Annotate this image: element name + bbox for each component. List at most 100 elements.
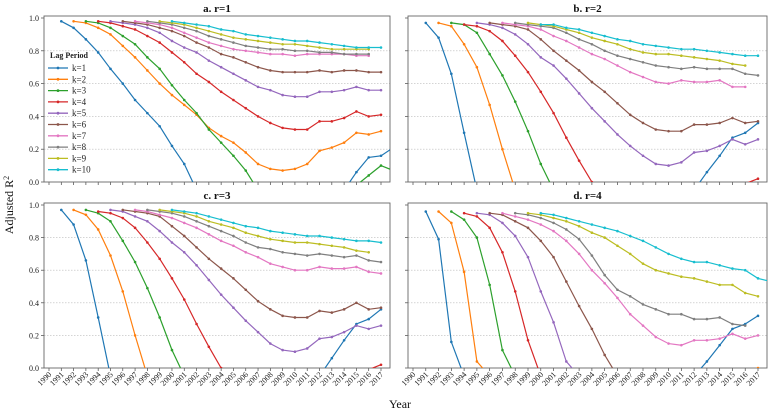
data-point-k-6 bbox=[244, 288, 248, 292]
data-point-k-7 bbox=[705, 338, 709, 342]
data-point-k-9 bbox=[293, 241, 297, 244]
data-point-k-7 bbox=[590, 268, 594, 272]
data-point-k-10 bbox=[565, 216, 568, 220]
data-point-k-5 bbox=[281, 348, 284, 352]
data-point-k-10 bbox=[195, 23, 198, 26]
data-point-k-5 bbox=[256, 330, 260, 334]
data-point-k-4 bbox=[146, 241, 149, 244]
data-point-k-10 bbox=[667, 252, 670, 256]
series-line-k-9 bbox=[527, 212, 759, 297]
data-point-k-4 bbox=[281, 126, 284, 130]
data-point-k-9 bbox=[590, 231, 594, 235]
data-point-k-5 bbox=[743, 142, 747, 146]
data-point-k-10 bbox=[590, 31, 594, 35]
data-point-k-10 bbox=[667, 46, 670, 49]
data-point-k-7 bbox=[590, 52, 594, 56]
series-line-k-9 bbox=[159, 209, 369, 253]
data-point-k-10 bbox=[718, 264, 721, 267]
data-point-k-5 bbox=[158, 229, 161, 233]
data-point-k-7 bbox=[667, 82, 670, 85]
series-line-k-8 bbox=[147, 209, 382, 263]
data-point-k-9 bbox=[743, 64, 747, 67]
data-point-k-6 bbox=[539, 38, 543, 41]
data-point-k-8 bbox=[293, 252, 297, 256]
data-point-k-9 bbox=[355, 249, 358, 252]
axes-frame bbox=[43, 15, 391, 183]
data-point-k-7 bbox=[641, 324, 645, 327]
data-point-k-5 bbox=[330, 90, 334, 94]
data-point-k-7 bbox=[379, 272, 383, 275]
data-point-k-6 bbox=[342, 308, 346, 311]
data-point-k-8 bbox=[692, 65, 696, 69]
series-line-k-2 bbox=[438, 211, 484, 368]
series-group bbox=[424, 210, 767, 368]
data-point-k-8 bbox=[207, 34, 211, 38]
data-point-k-4 bbox=[219, 90, 223, 94]
data-point-k-2 bbox=[158, 82, 161, 85]
data-point-k-4 bbox=[565, 136, 568, 140]
data-point-k-4 bbox=[121, 24, 125, 28]
data-point-k-2 bbox=[96, 228, 100, 231]
data-point-k-10 bbox=[654, 246, 658, 249]
data-point-k-2 bbox=[475, 65, 479, 69]
data-point-k-9 bbox=[219, 33, 223, 36]
data-point-k-6 bbox=[616, 101, 619, 105]
data-point-k-1 bbox=[96, 51, 100, 54]
data-point-k-10 bbox=[232, 29, 235, 33]
data-point-k-9 bbox=[207, 29, 211, 33]
data-point-k-10 bbox=[692, 260, 696, 264]
data-point-k-8 bbox=[305, 49, 309, 53]
panel-c: c. r=30.00.20.40.60.81.01990199119921993… bbox=[29, 190, 391, 388]
legend-label: k=8 bbox=[72, 142, 87, 152]
series-line-k-6 bbox=[122, 209, 382, 319]
y-tick-label: 0.4 bbox=[29, 299, 39, 308]
data-point-k-5 bbox=[379, 88, 383, 92]
data-point-k-8 bbox=[367, 52, 371, 56]
panel-title: a. r=1 bbox=[203, 3, 231, 15]
data-point-k-9 bbox=[705, 280, 709, 283]
data-point-k-9 bbox=[680, 275, 683, 279]
data-point-k-5 bbox=[219, 65, 223, 69]
data-point-k-4 bbox=[133, 226, 137, 230]
data-point-k-8 bbox=[628, 57, 632, 61]
axes-frame bbox=[407, 15, 768, 183]
data-point-k-4 bbox=[526, 338, 530, 342]
data-point-k-8 bbox=[705, 67, 709, 71]
data-point-k-8 bbox=[256, 246, 260, 249]
data-point-k-6 bbox=[756, 120, 760, 123]
series-line-k-3 bbox=[85, 20, 254, 182]
data-point-k-9 bbox=[342, 47, 346, 51]
data-point-k-4 bbox=[219, 366, 223, 368]
data-point-k-6 bbox=[121, 208, 125, 212]
x-axis-label: Year bbox=[389, 397, 411, 411]
series-line-k-4 bbox=[98, 20, 382, 131]
data-point-k-8 bbox=[616, 54, 619, 58]
data-point-k-9 bbox=[526, 211, 530, 215]
legend-label: k=4 bbox=[72, 97, 87, 107]
data-point-k-2 bbox=[462, 42, 466, 46]
series-line-k-4 bbox=[464, 24, 593, 182]
data-point-k-5 bbox=[552, 64, 555, 67]
data-point-k-8 bbox=[731, 322, 734, 326]
data-point-k-2 bbox=[281, 169, 284, 172]
data-point-k-1 bbox=[367, 156, 371, 159]
data-point-k-5 bbox=[590, 106, 594, 110]
data-point-k-2 bbox=[133, 334, 137, 337]
data-point-k-10 bbox=[305, 39, 309, 43]
data-point-k-9 bbox=[195, 26, 198, 30]
data-point-k-10 bbox=[379, 46, 383, 49]
data-point-k-9 bbox=[318, 46, 321, 49]
data-point-k-9 bbox=[232, 36, 235, 39]
data-point-k-1 bbox=[182, 162, 186, 166]
data-point-k-2 bbox=[462, 270, 466, 274]
data-point-k-2 bbox=[305, 162, 309, 166]
legend-marker bbox=[56, 123, 60, 126]
data-point-k-7 bbox=[641, 75, 645, 79]
data-point-k-6 bbox=[158, 26, 161, 30]
data-point-k-4 bbox=[475, 24, 479, 28]
data-point-k-5 bbox=[680, 161, 683, 164]
data-point-k-7 bbox=[616, 64, 619, 67]
data-point-k-7 bbox=[293, 54, 297, 58]
data-point-k-6 bbox=[367, 70, 371, 74]
data-point-k-5 bbox=[539, 56, 543, 59]
